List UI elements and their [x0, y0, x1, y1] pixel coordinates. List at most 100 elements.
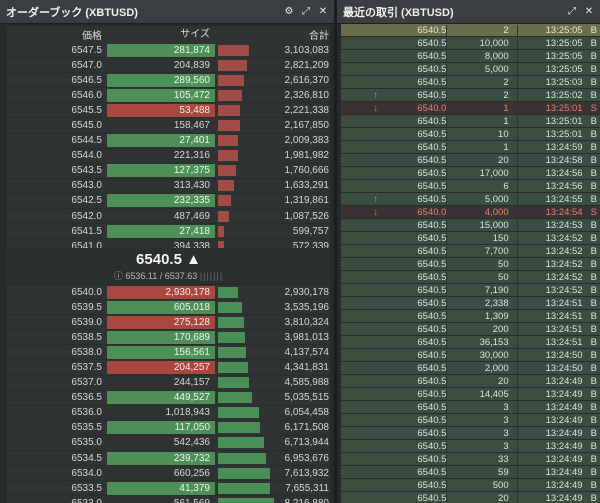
price-cell[interactable]: 6533.0	[7, 498, 107, 503]
ask-row[interactable]: 6546.5 289,560 2,616,370	[7, 73, 330, 89]
bid-row[interactable]: 6539.5 605,018 3,535,196	[7, 300, 330, 316]
trade-time: 13:25:05	[516, 24, 587, 36]
depth-bar-fill	[218, 180, 234, 192]
trade-size: 59	[446, 466, 516, 478]
price-cell[interactable]: 6537.0	[71, 377, 102, 389]
ask-row[interactable]: 6546.0 105,472 2,326,810	[7, 88, 330, 104]
trade-side: B	[590, 362, 597, 374]
price-cell[interactable]: 6536.0	[71, 407, 102, 419]
ask-row[interactable]: 6541.5 27,418 599,757	[7, 224, 330, 240]
trade-price: 6540.5	[417, 128, 447, 140]
size-cell: 487,469	[173, 210, 210, 222]
trade-price: 6540.5	[417, 50, 447, 62]
price-cell[interactable]: 6547.0	[71, 59, 102, 71]
price-cell[interactable]: 6546.5	[71, 74, 102, 86]
depth-bar-fill	[218, 225, 224, 237]
price-cell[interactable]: 6534.5	[71, 452, 102, 464]
depth-bar-fill	[218, 240, 224, 252]
total-cell: 3,981,013	[284, 331, 330, 343]
price-cell[interactable]: 6541.5	[71, 225, 102, 237]
price-cell[interactable]: 6535.0	[71, 437, 102, 449]
price-cell[interactable]: 6541.0	[71, 240, 102, 252]
ask-row[interactable]: 6544.5 27,401 2,009,383	[7, 134, 330, 149]
ask-row[interactable]: 6542.5 232,335 1,319,861	[7, 194, 330, 210]
info-icon: ⓘ	[113, 271, 123, 281]
bid-row[interactable]: 6534.0 660,256 7,613,932	[7, 466, 330, 482]
trade-size: 50	[446, 271, 516, 283]
expand-icon[interactable]: ⤢	[302, 5, 310, 17]
expand-icon[interactable]: ⤢	[568, 5, 576, 17]
trade-price: 6540.5	[417, 349, 447, 361]
depth-bar	[215, 59, 277, 72]
total-cell: 3,103,083	[284, 44, 330, 56]
total-cell: 6,054,458	[284, 407, 330, 419]
bid-row[interactable]: 6537.5 204,257 4,341,831	[7, 360, 330, 376]
price-cell[interactable]: 6535.5	[71, 422, 102, 434]
total-cell: 7,655,311	[285, 482, 329, 494]
price-cell[interactable]: 6543.0	[71, 180, 102, 192]
ask-row[interactable]: 6545.5 53,488 2,221,338	[7, 103, 330, 119]
size-cell: 244,157	[173, 377, 210, 389]
price-cell[interactable]: 6533.5	[71, 482, 102, 494]
bid-row[interactable]: 6536.5 449,527 5,035,515	[7, 391, 330, 406]
trade-size: 1,309	[446, 310, 516, 322]
price-cell[interactable]: 6537.5	[71, 362, 102, 374]
ask-row[interactable]: 6543.0 313,430 1,633,291	[7, 179, 330, 194]
bid-row[interactable]: 6538.5 170,689 3,981,013	[7, 330, 330, 346]
trade-time: 13:24:51	[516, 310, 587, 322]
trade-time: 13:24:50	[516, 362, 587, 374]
price-cell[interactable]: 6543.5	[71, 165, 102, 177]
bid-row[interactable]: 6534.5 239,732 6,953,676	[7, 451, 330, 467]
price-cell[interactable]: 6536.5	[71, 392, 102, 404]
price-cell[interactable]: 6545.5	[71, 104, 102, 116]
bid-row[interactable]: 6540.0 2,930,178 2,930,178	[7, 285, 330, 301]
trade-size: 8,000	[446, 50, 516, 62]
price-cell[interactable]: 6542.5	[71, 195, 102, 207]
price-cell[interactable]: 6544.5	[71, 135, 102, 147]
ask-row[interactable]: 6544.0 221,316 1,981,982	[7, 149, 330, 164]
gear-icon[interactable]: ⚙	[284, 5, 294, 17]
price-cell[interactable]: 6542.0	[71, 210, 102, 222]
price-cell[interactable]: 6546.0	[71, 89, 102, 101]
price-cell[interactable]: 6539.5	[71, 301, 102, 313]
bid-row[interactable]: 6536.0 1,018,943 6,054,458	[7, 406, 330, 421]
bid-row[interactable]: 6533.0561,569 8,216,880	[7, 496, 330, 503]
ask-row[interactable]: 6547.0 204,839 2,821,209	[7, 58, 330, 74]
bid-row[interactable]: 6539.0 275,128 3,810,324	[7, 315, 330, 331]
bid-row[interactable]: 6538.0 156,561 4,137,574	[7, 345, 330, 361]
trades-header: 最近の取引 (XBTUSD) ⤢ ✕	[337, 0, 600, 24]
price-cell[interactable]: 6540.0	[71, 286, 102, 298]
close-icon[interactable]: ✕	[318, 5, 328, 17]
price-cell[interactable]: 6547.5	[71, 44, 102, 56]
bid-row[interactable]: 6535.0 542,436 6,713,944	[7, 436, 330, 452]
trade-time: 13:25:05	[516, 37, 587, 49]
trade-size: 33	[446, 453, 516, 465]
depth-bar-fill	[218, 195, 231, 207]
trade-price: 6540.5	[417, 414, 447, 426]
last-price-block: 6540.5 ▲ ⓘ 6536.11 / 6537.63 |||||||	[7, 248, 330, 284]
price-cell[interactable]: 6539.0	[71, 316, 102, 328]
trade-price: 6540.0	[417, 206, 447, 218]
bid-row[interactable]: 6533.5 41,379 7,655,311	[7, 481, 330, 497]
bid-row[interactable]: 6535.5 117,050 6,171,508	[7, 421, 330, 436]
price-cell[interactable]: 6538.5	[71, 331, 102, 343]
close-icon[interactable]: ✕	[584, 5, 594, 17]
price-cell[interactable]: 6545.0	[71, 120, 102, 132]
price-cell[interactable]: 6534.0	[71, 467, 102, 479]
price-cell[interactable]: 6538.0	[71, 346, 102, 358]
ask-row[interactable]: 6542.0 487,469 1,087,526	[7, 209, 330, 225]
trade-side: B	[590, 219, 597, 231]
depth-bar	[215, 286, 277, 299]
depth-bar-fill	[218, 482, 270, 494]
depth-bar	[215, 361, 277, 374]
bid-row[interactable]: 6537.0 244,157 4,585,988	[7, 376, 330, 391]
trade-side: B	[590, 271, 597, 283]
trade-row: 6540.5 1 13:24:59 B	[341, 141, 600, 154]
ask-row[interactable]: 6545.0 158,467 2,167,850	[7, 118, 330, 134]
trade-price: 6540.5	[417, 479, 447, 491]
ask-row[interactable]: 6547.5 281,874 3,103,083	[7, 43, 330, 59]
trade-time: 13:24:52	[516, 245, 587, 257]
depth-bar	[215, 89, 277, 102]
ask-row[interactable]: 6543.5 127,375 1,760,666	[7, 164, 330, 179]
price-cell[interactable]: 6544.0	[71, 150, 102, 162]
